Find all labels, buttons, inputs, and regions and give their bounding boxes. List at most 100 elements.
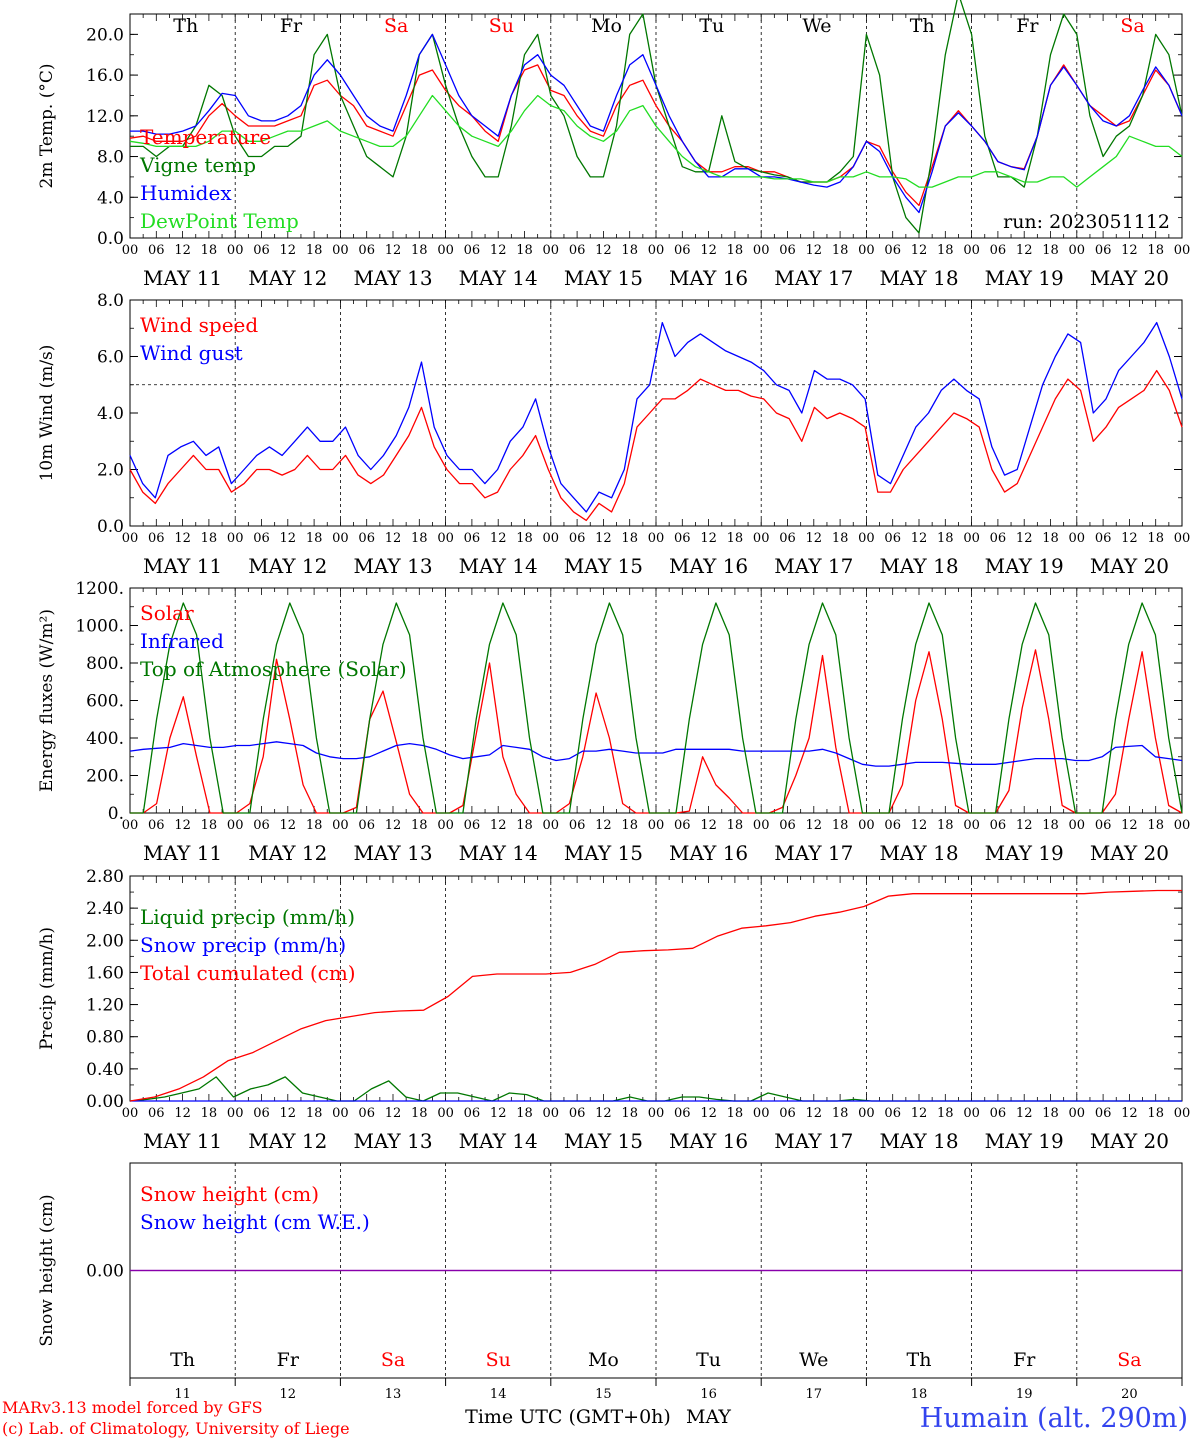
day-label: MAY 13 (353, 554, 432, 578)
hour-label: 06 (148, 1106, 165, 1121)
hour-label: 18 (516, 818, 533, 833)
hour-label: 00 (963, 818, 980, 833)
y-tick-label: 0.40 (86, 1060, 124, 1080)
y-tick-label: 0.00 (86, 1262, 124, 1282)
hour-label: 06 (253, 818, 270, 833)
hour-label: 06 (148, 531, 165, 546)
legend-entry-precip: Snow precip (mm/h) (140, 933, 346, 957)
hour-label: 00 (1174, 243, 1191, 258)
hour-label: 12 (911, 243, 928, 258)
series-line-temp-2 (130, 33, 1183, 214)
hour-label: 12 (700, 1106, 717, 1121)
weekday-label: Tu (699, 15, 724, 37)
hour-label: 00 (332, 1106, 349, 1121)
hour-label: 06 (253, 1106, 270, 1121)
hour-label: 06 (358, 243, 375, 258)
hour-label: 12 (700, 818, 717, 833)
legend-entry-wind: Wind speed (140, 313, 258, 337)
hour-label: 12 (1016, 531, 1033, 546)
hour-label: 12 (595, 818, 612, 833)
hour-label: 06 (569, 818, 586, 833)
hour-label: 06 (674, 818, 691, 833)
hour-label: 18 (1147, 818, 1164, 833)
hour-label: 12 (911, 531, 928, 546)
hour-label: 18 (832, 818, 849, 833)
weekday-label: Th (910, 15, 935, 37)
hour-label: 18 (306, 1106, 323, 1121)
hour-label: 12 (280, 1106, 297, 1121)
y-tick-label: 12.0 (86, 107, 124, 127)
hour-label: 18 (621, 531, 638, 546)
weekday-label: Fr (1016, 15, 1039, 37)
hour-label: 12 (385, 243, 402, 258)
hour-label: 00 (122, 818, 139, 833)
hour-label: 00 (648, 531, 665, 546)
hour-label: 06 (569, 1106, 586, 1121)
hour-label: 12 (385, 531, 402, 546)
y-tick-label: 0.80 (86, 1028, 124, 1048)
hour-label: 00 (1069, 243, 1086, 258)
hour-label: 18 (937, 531, 954, 546)
day-label: MAY 18 (879, 1129, 958, 1153)
footer-lab: (c) Lab. of Climatology, University of L… (2, 1419, 350, 1438)
day-label: MAY 18 (879, 554, 958, 578)
hour-label: 12 (806, 818, 823, 833)
hour-label: 12 (490, 818, 507, 833)
legend-entry-snow: Snow height (cm W.E.) (140, 1210, 370, 1234)
hour-label: 00 (437, 243, 454, 258)
day-label: MAY 13 (353, 841, 432, 865)
hour-label: 00 (227, 1106, 244, 1121)
y-tick-label: 2.0 (97, 461, 124, 481)
hour-label: 06 (884, 531, 901, 546)
day-label: MAY 11 (143, 554, 222, 578)
day-number-label: 12 (280, 1387, 297, 1402)
y-tick-label: 0. (108, 804, 124, 824)
hour-label: 18 (306, 243, 323, 258)
hour-label: 00 (1174, 1106, 1191, 1121)
hour-label: 06 (358, 531, 375, 546)
weekday-label: Sa (384, 15, 408, 37)
series-line-wind-0 (129, 369, 1183, 522)
hour-label: 18 (201, 818, 218, 833)
hour-label: 12 (490, 531, 507, 546)
legend-entry-temp: DewPoint Temp (140, 209, 299, 233)
hour-label: 06 (358, 818, 375, 833)
hour-label: 12 (174, 1106, 191, 1121)
hour-label: 12 (174, 531, 191, 546)
legend-entry-energy: Top of Atmosphere (Solar) (140, 657, 407, 681)
day-label: MAY 17 (774, 841, 853, 865)
hour-label: 18 (411, 531, 428, 546)
legend-entry-energy: Solar (140, 601, 194, 625)
hour-label: 00 (1174, 818, 1191, 833)
day-number-label: 18 (911, 1387, 928, 1402)
hour-label: 12 (806, 1106, 823, 1121)
hour-label: 00 (543, 818, 560, 833)
hour-label: 12 (595, 243, 612, 258)
hour-label: 18 (201, 1106, 218, 1121)
hour-label: 18 (411, 1106, 428, 1121)
y-tick-label: 16.0 (86, 66, 124, 86)
weekday-label: Fr (1013, 1349, 1036, 1371)
hour-label: 12 (595, 531, 612, 546)
hour-label: 12 (1016, 1106, 1033, 1121)
hour-label: 12 (700, 531, 717, 546)
hour-label: 12 (174, 818, 191, 833)
hour-label: 12 (1121, 1106, 1138, 1121)
hour-label: 06 (253, 531, 270, 546)
day-number-label: 16 (700, 1387, 717, 1402)
day-label: MAY 18 (879, 841, 958, 865)
day-label: MAY 17 (774, 1129, 853, 1153)
series-line-energy-1 (129, 741, 1183, 767)
day-label: MAY 12 (248, 1129, 327, 1153)
weekday-label: Fr (280, 15, 303, 37)
weekday-label: Su (486, 1349, 511, 1371)
month-label: MAY (686, 1406, 731, 1428)
hour-label: 06 (1095, 531, 1112, 546)
hour-label: 00 (543, 1106, 560, 1121)
y-axis-label: 2m Temp. (°C) (37, 63, 57, 188)
hour-label: 00 (858, 818, 875, 833)
hour-label: 06 (779, 531, 796, 546)
day-label: MAY 15 (564, 841, 643, 865)
day-label: MAY 20 (1090, 1129, 1169, 1153)
